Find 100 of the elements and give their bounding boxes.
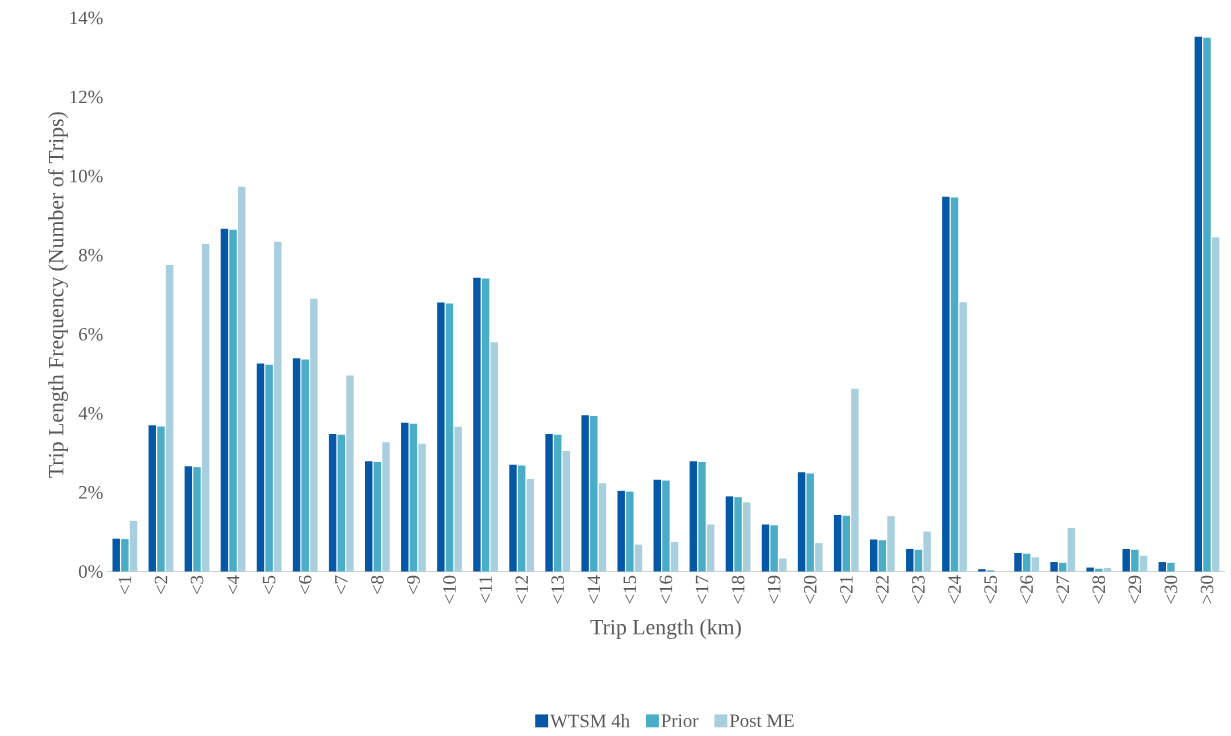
bar	[978, 569, 986, 572]
bar	[418, 444, 426, 572]
x-tick-label: <5	[262, 576, 276, 595]
x-tick-label: <11	[479, 576, 492, 604]
x-tick-label: <12	[515, 576, 528, 604]
y-tick-label: 2%	[79, 486, 103, 500]
bar	[265, 364, 273, 572]
bar	[517, 465, 526, 572]
bar	[887, 516, 895, 572]
bar	[1095, 568, 1103, 572]
bar	[806, 473, 814, 572]
legend-label: Post ME	[729, 714, 794, 728]
bar	[634, 544, 643, 572]
bar	[292, 358, 301, 572]
bar	[590, 416, 598, 572]
bar	[184, 466, 193, 572]
y-tick-label: 4%	[78, 407, 103, 420]
y-tick-label: 6%	[79, 328, 103, 341]
bar	[851, 389, 859, 572]
bar	[121, 539, 129, 572]
bar	[797, 472, 806, 572]
x-tick-label: <10	[443, 575, 456, 604]
bar	[364, 461, 373, 572]
y-tick-label: 0%	[78, 565, 103, 579]
x-tick-label: <1	[118, 576, 132, 595]
bar	[617, 491, 625, 572]
bar	[1122, 549, 1130, 572]
bar	[1067, 528, 1076, 572]
bar	[815, 543, 823, 572]
bar	[761, 524, 770, 572]
bar	[401, 423, 409, 572]
x-tick-label: <9	[407, 576, 420, 595]
bar	[545, 434, 553, 572]
x-tick-label: <19	[767, 576, 781, 604]
bar	[725, 496, 734, 572]
bar	[698, 462, 706, 572]
bar	[256, 363, 265, 572]
bar	[445, 303, 454, 572]
bar	[238, 186, 246, 572]
x-tick-label: <26	[1020, 575, 1033, 604]
bar	[1031, 557, 1040, 572]
bar	[670, 542, 679, 572]
x-tick-label: <14	[587, 575, 600, 604]
bar	[742, 502, 751, 572]
x-tick-label: <23	[912, 576, 925, 604]
legend-label: Prior	[661, 714, 699, 728]
y-tick-label: 8%	[78, 249, 103, 262]
bar	[1022, 553, 1031, 572]
x-tick-label: <4	[226, 575, 240, 595]
x-tick-label: <25	[984, 576, 997, 604]
bar	[581, 415, 589, 572]
bar	[437, 302, 445, 572]
bar	[923, 531, 931, 572]
bar	[193, 467, 201, 572]
bar	[148, 425, 157, 572]
x-tick-label: <24	[948, 575, 961, 604]
x-tick-label: <20	[803, 575, 817, 604]
bar	[157, 426, 165, 572]
bar	[779, 558, 787, 572]
x-tick-label: <3	[190, 576, 204, 595]
bar	[1014, 553, 1022, 572]
bar	[509, 464, 517, 572]
bar	[959, 302, 967, 572]
x-axis-title: Trip Length (km)	[590, 619, 741, 640]
x-tick-label: <8	[371, 575, 384, 595]
bar	[1211, 237, 1220, 572]
bar	[481, 278, 490, 572]
bar	[770, 525, 778, 572]
bar	[229, 230, 237, 572]
bar	[734, 497, 742, 572]
bar	[346, 375, 354, 572]
x-tick-label: >30	[1200, 575, 1214, 604]
bar	[220, 228, 229, 572]
y-axis-title: Trip Length Frequency (Number of Trips)	[47, 112, 69, 478]
bar	[328, 434, 337, 572]
bar	[869, 539, 878, 572]
bar	[409, 423, 418, 572]
bar	[373, 462, 382, 572]
bar	[382, 442, 390, 572]
bar	[906, 549, 914, 572]
bar	[950, 197, 959, 572]
y-tick-label: 12%	[70, 90, 103, 104]
bar	[1131, 550, 1139, 572]
bar	[706, 524, 715, 572]
bar	[1158, 562, 1166, 572]
bar	[337, 434, 346, 572]
x-tick-label: <13	[551, 576, 565, 604]
bar	[562, 451, 571, 572]
bar	[454, 427, 462, 572]
bar	[842, 516, 851, 572]
bar	[1050, 562, 1058, 572]
x-tick-label: <7	[335, 575, 348, 595]
bar	[1139, 555, 1148, 572]
x-tick-label: <15	[623, 576, 637, 604]
x-tick-label: <30	[1164, 575, 1178, 604]
legend-label: WTSM 4h	[550, 714, 630, 728]
bar	[490, 342, 498, 572]
bar	[653, 480, 662, 572]
bar	[129, 521, 138, 572]
bar	[301, 359, 309, 572]
